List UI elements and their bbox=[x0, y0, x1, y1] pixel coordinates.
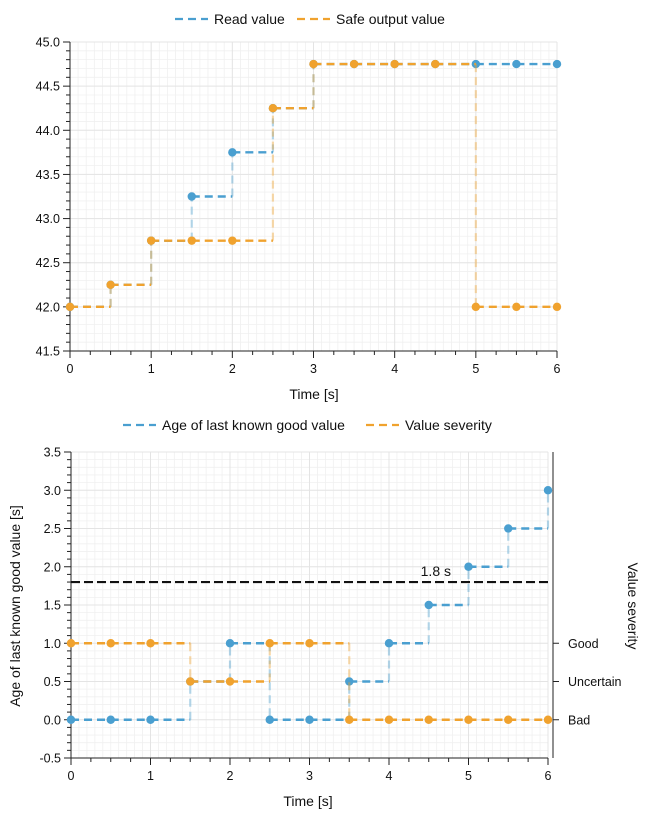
chart-1-axes: 0 1 2 3 4 5 6 41.5 42.0 42.5 43.0 43.5 44.0 44.5 45.0 bbox=[36, 36, 561, 377]
chart-2-x-axis-label: Time [s] bbox=[283, 793, 332, 809]
y-tick-label: 0.5 bbox=[44, 675, 61, 689]
x-tick-label: 0 bbox=[67, 362, 74, 376]
x-tick-label: 2 bbox=[227, 769, 234, 783]
y-tick-label: 44.5 bbox=[36, 80, 60, 94]
data-point bbox=[225, 639, 235, 648]
x-tick-label: 3 bbox=[310, 362, 317, 376]
data-point bbox=[66, 639, 76, 648]
y-tick-label: 3.5 bbox=[44, 446, 61, 460]
chart-2-y-axis-label: Age of last known good value [s] bbox=[7, 505, 23, 707]
data-point bbox=[106, 639, 115, 648]
data-point bbox=[384, 639, 394, 648]
data-point bbox=[66, 715, 76, 724]
data-point bbox=[265, 715, 274, 724]
data-point bbox=[268, 104, 278, 113]
x-tick-label: 4 bbox=[386, 769, 393, 783]
data-point bbox=[512, 59, 521, 69]
y-tick-label: 42.0 bbox=[36, 300, 60, 314]
threshold-label: 1.8 s bbox=[421, 563, 451, 579]
data-point bbox=[471, 302, 481, 312]
data-point bbox=[504, 715, 513, 724]
data-point bbox=[390, 59, 399, 69]
y-tick-label: 45.0 bbox=[36, 36, 60, 50]
chart-2-y2-axis-label: Value severity bbox=[625, 563, 641, 650]
data-point bbox=[228, 148, 237, 157]
data-point bbox=[543, 486, 553, 495]
data-point bbox=[186, 677, 195, 686]
data-point bbox=[512, 302, 521, 312]
x-tick-label: 0 bbox=[68, 769, 75, 783]
x-tick-label: 2 bbox=[229, 362, 236, 376]
series-safe-output-value bbox=[65, 59, 562, 312]
legend-label-value-severity: Value severity bbox=[405, 417, 492, 433]
data-point bbox=[305, 639, 314, 648]
data-point bbox=[146, 236, 156, 245]
chart-2-axes: 0 1 2 3 4 5 6 -0.5 0.0 0.5 1.0 1.5 2.0 2.5 3.0 3.5 Good U… bbox=[39, 446, 621, 784]
data-point bbox=[309, 59, 318, 69]
data-point bbox=[187, 236, 196, 245]
y-tick-label: 43.0 bbox=[36, 212, 60, 226]
y-tick-label: -0.5 bbox=[39, 752, 61, 766]
y-tick-label: 41.5 bbox=[36, 345, 60, 359]
data-point bbox=[65, 302, 75, 312]
data-point bbox=[349, 59, 359, 69]
data-point bbox=[424, 600, 433, 610]
y2-tick-label: Uncertain bbox=[568, 675, 622, 689]
data-point bbox=[504, 524, 513, 533]
chart-1-grid bbox=[69, 41, 558, 352]
chart-2-age-and-severity: Age of last known good value Value sever… bbox=[7, 417, 641, 809]
data-point bbox=[187, 192, 196, 201]
x-tick-label: 6 bbox=[545, 769, 552, 783]
data-point bbox=[552, 59, 562, 69]
y-tick-label: 42.5 bbox=[36, 256, 60, 270]
data-point bbox=[464, 562, 473, 571]
data-point bbox=[305, 715, 314, 724]
x-tick-label: 3 bbox=[306, 769, 313, 783]
y-tick-label: 2.5 bbox=[44, 522, 61, 536]
chart-1-read-vs-safe: Read value Safe output value Time [s] 0 1… bbox=[36, 11, 562, 402]
data-point bbox=[424, 715, 433, 724]
data-point bbox=[146, 639, 155, 648]
data-point bbox=[464, 715, 473, 724]
data-point bbox=[106, 280, 115, 289]
y2-tick-label: Bad bbox=[568, 713, 590, 727]
x-tick-label: 1 bbox=[147, 769, 154, 783]
legend-label-safe-output-value: Safe output value bbox=[336, 11, 445, 27]
y-tick-label: 1.5 bbox=[44, 599, 61, 613]
data-point bbox=[543, 715, 553, 724]
x-tick-label: 4 bbox=[391, 362, 398, 376]
data-point bbox=[345, 677, 354, 686]
y-tick-label: 0.0 bbox=[44, 713, 61, 727]
chart-1-legend: Read value Safe output value bbox=[175, 11, 445, 27]
data-point bbox=[431, 59, 440, 69]
y-tick-label: 43.5 bbox=[36, 168, 60, 182]
series-value-severity bbox=[66, 639, 553, 724]
data-point bbox=[384, 715, 394, 724]
data-point bbox=[345, 715, 354, 724]
x-tick-label: 1 bbox=[148, 362, 155, 376]
data-point bbox=[225, 677, 235, 686]
data-point bbox=[265, 639, 274, 648]
data-point bbox=[228, 236, 237, 245]
chart-2-grid bbox=[70, 451, 549, 759]
y2-tick-label: Good bbox=[568, 637, 599, 651]
chart-2-legend: Age of last known good value Value sever… bbox=[123, 417, 492, 433]
y-tick-label: 3.0 bbox=[44, 484, 61, 498]
x-tick-label: 5 bbox=[472, 362, 479, 376]
data-point bbox=[106, 715, 115, 724]
chart-1-x-axis-label: Time [s] bbox=[289, 386, 338, 402]
y-tick-label: 44.0 bbox=[36, 124, 60, 138]
data-point bbox=[552, 302, 562, 312]
y-tick-label: 2.0 bbox=[44, 560, 61, 574]
x-tick-label: 6 bbox=[554, 362, 561, 376]
x-tick-label: 5 bbox=[465, 769, 472, 783]
data-point bbox=[146, 715, 155, 724]
legend-label-age-of-last-known-good-value: Age of last known good value bbox=[162, 417, 345, 433]
legend-label-read-value: Read value bbox=[214, 11, 285, 27]
y-tick-label: 1.0 bbox=[44, 637, 61, 651]
